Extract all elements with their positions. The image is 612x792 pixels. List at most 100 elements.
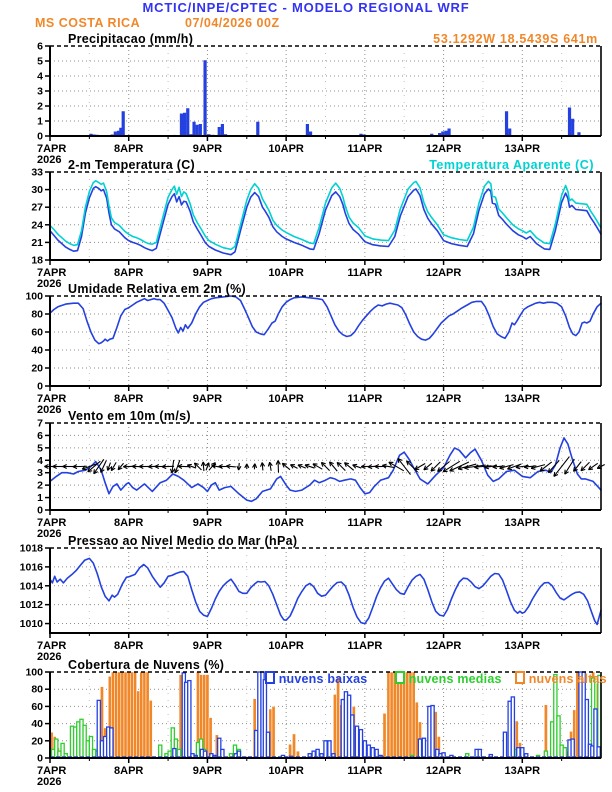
y-tick-label: 0 xyxy=(37,131,43,143)
y-tick-label: 40 xyxy=(31,345,43,357)
panel-title-temperature: 2-m Temperatura (C) xyxy=(68,158,196,172)
x-tick-label: 11APR xyxy=(347,517,382,529)
y-tick-label: 30 xyxy=(31,184,43,196)
y-tick-label: 4 xyxy=(37,71,43,83)
precip-bar xyxy=(217,127,221,136)
cloud-bar-blue xyxy=(354,725,360,759)
cloud-bar-blue xyxy=(502,731,508,759)
wind-arrow-icon xyxy=(397,458,411,475)
y-tick-label: 3 xyxy=(37,86,43,98)
precip-bar xyxy=(308,131,313,136)
precip-bar xyxy=(438,133,442,136)
x-tick-label: 13APR xyxy=(505,393,541,405)
y-tick-label: 1 xyxy=(37,492,43,504)
high-clouds-swatch-icon xyxy=(514,671,525,684)
precip-bar xyxy=(183,112,187,136)
x-tick-label: 13APR xyxy=(505,267,541,279)
wind-arrow-icon xyxy=(261,462,264,471)
x-tick-label: 11APR xyxy=(347,143,382,155)
wind-arrow-icon xyxy=(100,460,107,473)
wind-arrow-icon xyxy=(406,460,418,473)
x-tick-label: 8APR xyxy=(114,517,143,529)
wind-arrow-icon xyxy=(281,462,291,471)
wind-arrow-icon xyxy=(117,462,124,471)
cloud-bar-blue xyxy=(187,679,192,759)
y-tick-label: 60 xyxy=(31,701,43,713)
precip-bar xyxy=(504,111,509,136)
cloud-bar-orange xyxy=(205,674,210,759)
cloud-bar-green xyxy=(157,744,163,759)
x-tick-label: 8APR xyxy=(114,765,143,777)
cloud-bar-blue xyxy=(510,696,516,759)
x-tick-label: 11APR xyxy=(347,640,382,652)
cloud-bar-orange xyxy=(130,671,134,759)
series-line-blue xyxy=(49,185,602,256)
cloud-bar-orange xyxy=(133,671,137,759)
mid-clouds-swatch-icon xyxy=(394,671,405,684)
x-year-label: 2026 xyxy=(37,776,61,788)
y-tick-label: 1012 xyxy=(20,599,44,611)
precip-bar xyxy=(113,131,117,136)
header-title: MCTIC/INPE/CPTEC - MODELO REGIONAL WRF xyxy=(142,0,470,15)
precip-bar xyxy=(220,124,224,136)
wind-arrow-icon xyxy=(202,461,205,472)
wind-arrow-icon xyxy=(430,461,441,472)
y-tick-label: 20 xyxy=(31,735,43,747)
x-tick-label: 12APR xyxy=(426,640,462,652)
cloud-bar-blue xyxy=(265,731,271,759)
wind-arrow-icon xyxy=(304,464,315,469)
y-tick-label: 4 xyxy=(37,455,43,467)
cloud-bar-orange xyxy=(117,671,122,759)
wind-arrow-icon xyxy=(553,456,570,477)
wind-arrow-icon xyxy=(269,462,272,471)
x-tick-label: 10APR xyxy=(268,640,304,652)
x-tick-label: 9APR xyxy=(193,765,222,777)
precip-bar xyxy=(121,111,125,136)
x-tick-label: 7APR xyxy=(37,517,66,529)
x-tick-label: 12APR xyxy=(426,765,462,777)
x-tick-label: 13APR xyxy=(505,517,541,529)
y-tick-label: 5 xyxy=(37,56,43,68)
wind-arrow-icon xyxy=(437,461,450,472)
y-tick-label: 1010 xyxy=(20,618,44,630)
cloud-bar-blue xyxy=(350,714,355,759)
x-year-label: 2026 xyxy=(37,651,61,663)
x-year-label: 2026 xyxy=(37,154,61,166)
y-tick-label: 6 xyxy=(37,430,43,442)
x-tick-label: 9APR xyxy=(193,267,222,279)
precip-bar xyxy=(444,130,448,136)
cloud-bar-orange xyxy=(126,671,131,759)
precip-bar xyxy=(203,60,207,136)
y-tick-label: 3 xyxy=(37,467,43,479)
x-tick-label: 12APR xyxy=(426,267,462,279)
x-tick-label: 13APR xyxy=(505,765,541,777)
wind-arrow-icon xyxy=(205,462,210,471)
legend-high-clouds-label: nuvens altas xyxy=(528,672,607,686)
precip-bar xyxy=(119,127,123,136)
cloud-bar-orange xyxy=(114,671,118,759)
wind-arrow-icon xyxy=(297,464,306,469)
wind-arrow-icon xyxy=(194,462,202,471)
x-tick-label: 7APR xyxy=(37,640,66,652)
wind-arrow-icon xyxy=(588,462,599,471)
x-tick-label: 8APR xyxy=(114,267,143,279)
x-tick-label: 7APR xyxy=(37,143,66,155)
y-tick-label: 1018 xyxy=(20,543,44,555)
y-tick-label: 40 xyxy=(31,718,43,730)
y-tick-label: 7 xyxy=(37,418,43,430)
y-tick-label: 27 xyxy=(31,202,43,214)
x-tick-label: 10APR xyxy=(268,517,304,529)
x-tick-label: 12APR xyxy=(426,517,462,529)
precip-bar xyxy=(430,133,434,136)
wind-arrow-icon xyxy=(110,462,117,471)
x-tick-label: 7APR xyxy=(37,765,66,777)
wind-arrow-icon xyxy=(547,460,560,473)
wind-arrow-icon xyxy=(442,460,461,473)
wind-arrow-icon xyxy=(107,462,111,471)
wind-arrow-icon xyxy=(564,458,575,475)
